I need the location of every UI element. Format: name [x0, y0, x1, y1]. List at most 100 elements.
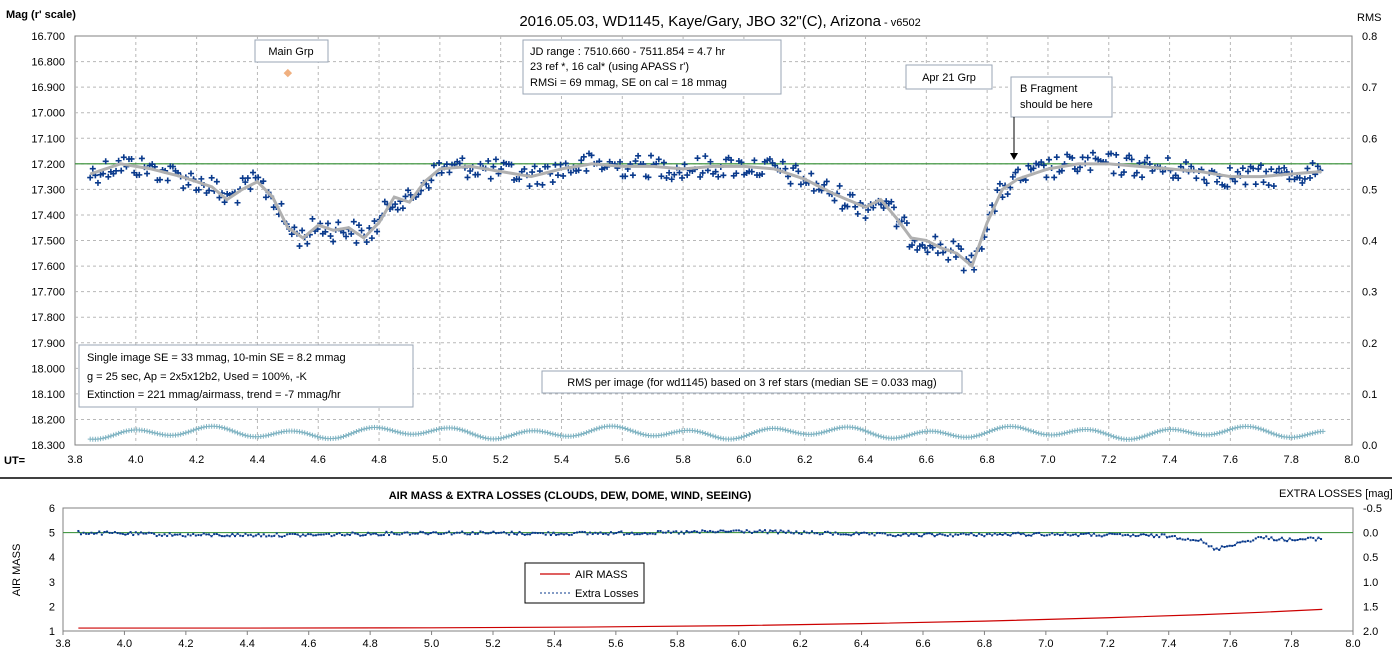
losses-point [662, 531, 665, 534]
losses-point [267, 534, 270, 537]
bottom-x-ticks: 3.8 4.0 4.2 4.4 4.6 4.8 5.0 5.2 5.4 5.6 5.8 6.0 6.2 6… [55, 631, 1361, 650]
top-rms-tick-label: 0.3 [1362, 287, 1377, 299]
losses-point [816, 532, 819, 535]
rms-point [1250, 424, 1256, 430]
rms-point [857, 426, 863, 432]
losses-point [359, 534, 362, 537]
rms-point [1069, 428, 1075, 434]
losses-point [698, 531, 701, 534]
losses-point [761, 530, 764, 533]
magnitude-point [1252, 181, 1259, 188]
losses-point [288, 532, 291, 535]
magnitude-point [575, 167, 582, 174]
losses-point [562, 533, 565, 536]
top-rms-tick-label: 0.6 [1362, 133, 1377, 145]
magnitude-point [1139, 174, 1146, 181]
magnitude-point [1074, 168, 1081, 175]
magnitude-point [580, 153, 587, 160]
losses-point [542, 532, 545, 535]
losses-point [93, 532, 96, 535]
magnitude-point [1299, 179, 1306, 186]
losses-point [839, 533, 842, 536]
losses-point [1006, 533, 1009, 536]
losses-point [234, 535, 236, 538]
losses-point [226, 534, 229, 537]
magnitude-point [164, 177, 171, 184]
losses-point [664, 531, 667, 534]
rms-point [216, 424, 222, 430]
losses-point [333, 534, 336, 537]
rms-point [113, 431, 119, 437]
magnitude-point [797, 181, 804, 188]
losses-point [985, 533, 988, 536]
rms-point [116, 430, 122, 436]
magnitude-point [712, 168, 719, 175]
rms-point [188, 428, 194, 434]
magnitude-point [823, 178, 830, 185]
losses-point [1027, 534, 1030, 537]
losses-point [1069, 534, 1072, 537]
losses-point [787, 529, 790, 532]
rms-point [147, 429, 153, 435]
losses-point [1085, 532, 1088, 535]
losses-point [1032, 532, 1035, 535]
losses-point [1283, 539, 1286, 542]
losses-point [1231, 544, 1234, 547]
losses-point [314, 534, 317, 537]
rms-point [788, 428, 794, 434]
losses-point [160, 534, 163, 537]
rms-point [669, 430, 675, 436]
losses-point [884, 532, 887, 535]
magnitude-point [516, 176, 523, 183]
top-y-tick-label: 17.700 [31, 287, 65, 299]
losses-point [1202, 541, 1205, 544]
losses-point [1001, 533, 1004, 536]
magnitude-point [526, 183, 533, 190]
magnitude-point [660, 159, 667, 166]
losses-point [421, 531, 424, 534]
magnitude-point [198, 175, 205, 182]
bottom-x-tick-label: 7.8 [1284, 638, 1299, 650]
losses-point [604, 532, 607, 535]
rms-point [465, 429, 471, 435]
losses-point [317, 533, 320, 536]
losses-point [615, 532, 618, 535]
rms-point [1067, 429, 1073, 435]
losses-point [476, 532, 479, 535]
magnitude-point [477, 160, 484, 167]
rms-point [1139, 434, 1145, 440]
magnitude-point [676, 169, 683, 176]
losses-point [724, 530, 727, 533]
losses-point [821, 532, 824, 535]
losses-point [1035, 532, 1038, 535]
top-x-tick-label: 4.0 [128, 454, 143, 466]
losses-point [1215, 547, 1218, 550]
magnitude-point [704, 167, 711, 174]
rms-point [423, 429, 429, 435]
magnitude-point [350, 218, 357, 225]
losses-point [904, 532, 907, 535]
rms-point [1183, 428, 1189, 434]
rms-point [235, 430, 241, 436]
top-chart: 16.700 16.800 16.900 17.000 17.100 17.200 17.3… [4, 9, 1381, 467]
rms-point [1062, 430, 1068, 436]
top-y-tick-label: 17.400 [31, 210, 65, 222]
magnitude-point [567, 169, 574, 176]
magnitude-point [728, 157, 735, 164]
magnitude-point [960, 267, 967, 274]
bottom-y-tick-label: 6 [49, 503, 55, 515]
losses-point [865, 532, 868, 535]
losses-point [223, 535, 226, 538]
main-grp-box [254, 39, 329, 63]
rms-point [175, 432, 181, 438]
main-grp-marker [283, 68, 293, 78]
magnitude-point [795, 168, 802, 175]
magnitude-point [1201, 176, 1208, 183]
losses-point [842, 533, 845, 536]
magnitude-point [924, 249, 931, 256]
losses-point [1205, 542, 1208, 545]
losses-point [790, 531, 793, 534]
magnitude-point [260, 178, 267, 185]
top-y-tick-label: 17.800 [31, 312, 65, 324]
magnitude-point [363, 239, 370, 246]
